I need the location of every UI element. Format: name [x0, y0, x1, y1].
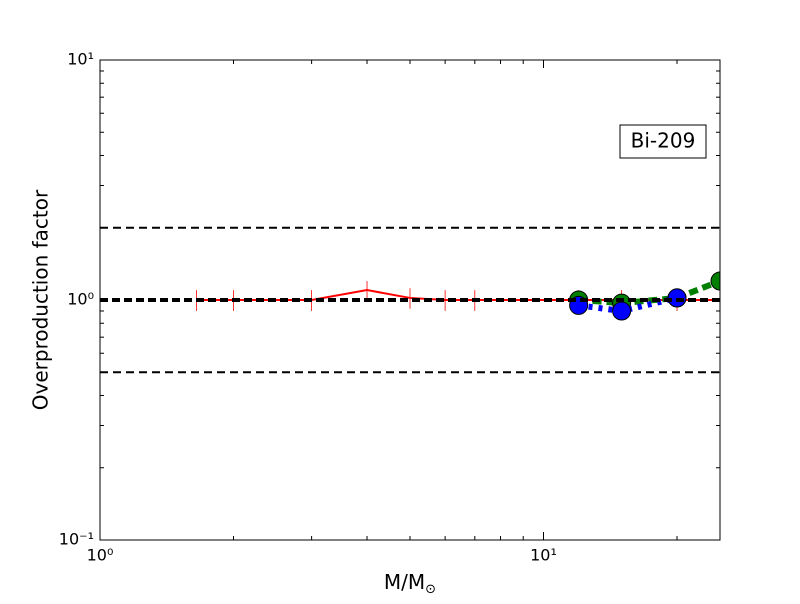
marker [667, 288, 687, 308]
annotation: Bi-209 [631, 129, 696, 153]
x-axis-label-main: M/M [384, 570, 425, 594]
y-tick-label: 10¹ [67, 50, 94, 69]
x-tick-label: 10⁰ [87, 546, 114, 565]
marker [612, 301, 632, 321]
y-axis-label: Overproduction factor [29, 189, 53, 410]
x-axis-label-sub: ⊙ [425, 582, 436, 597]
marker [710, 271, 720, 291]
series-line [578, 278, 720, 307]
y-tick-label: 10⁻¹ [59, 530, 94, 549]
x-tick-label: 10¹ [530, 546, 557, 565]
y-tick-label: 10⁰ [67, 290, 94, 309]
x-axis-label: M/M⊙ [384, 570, 436, 597]
plot-frame [99, 59, 721, 541]
annotation-box [619, 124, 707, 159]
